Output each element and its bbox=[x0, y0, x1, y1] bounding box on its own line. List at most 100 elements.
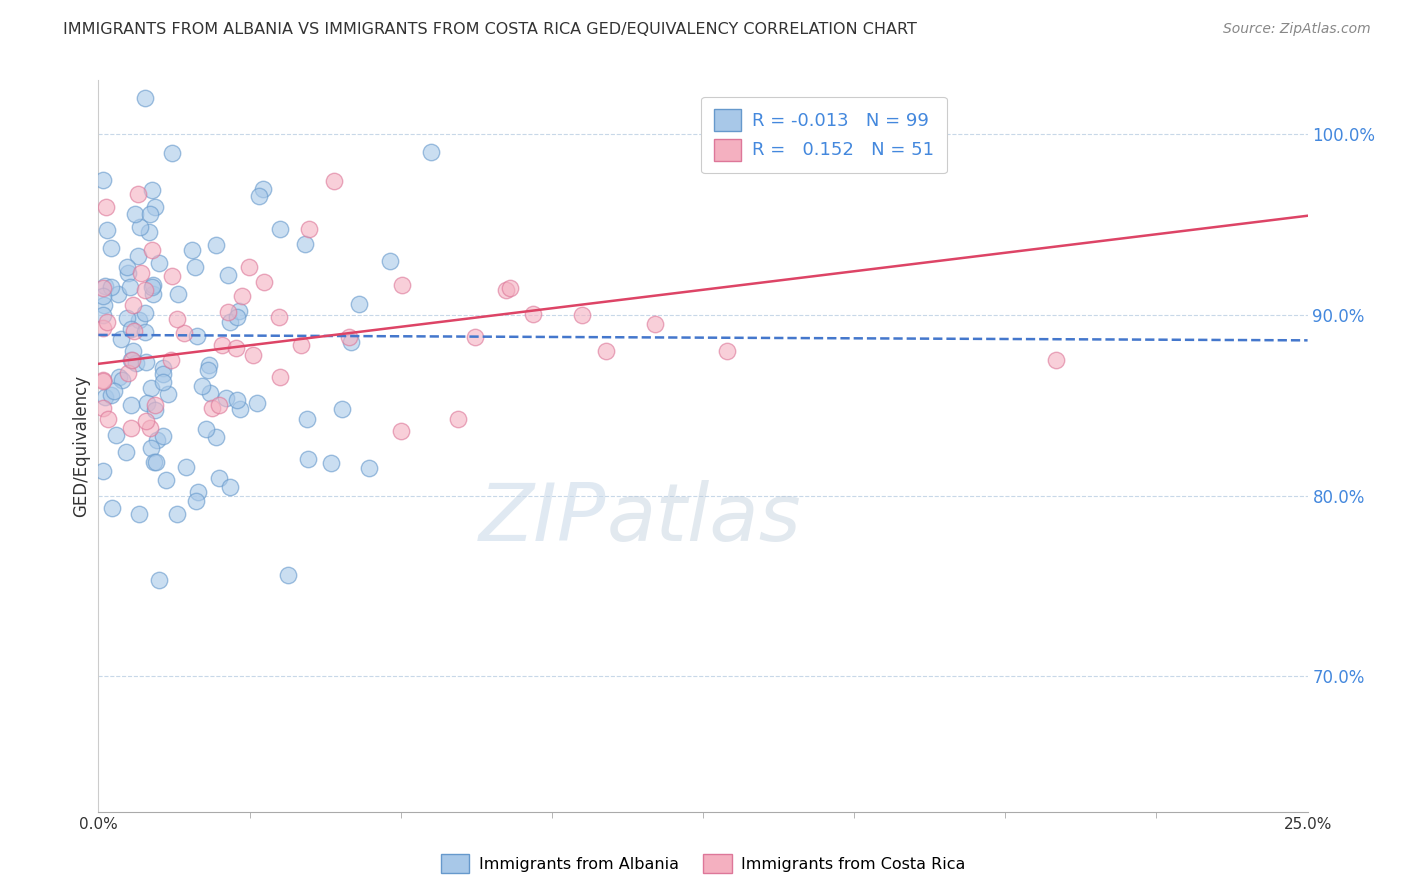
Point bbox=[127, 186, 149, 201]
Point bbox=[91, 308, 114, 322]
Point bbox=[389, 424, 412, 438]
Point bbox=[330, 401, 353, 416]
Point bbox=[100, 241, 122, 255]
Point bbox=[115, 260, 138, 274]
Point bbox=[152, 429, 174, 443]
Point bbox=[142, 287, 165, 301]
Point bbox=[96, 222, 118, 236]
Point bbox=[128, 507, 150, 521]
Point bbox=[155, 473, 177, 487]
Point bbox=[419, 145, 441, 159]
Point bbox=[115, 311, 138, 326]
Point bbox=[96, 315, 118, 329]
Point bbox=[100, 388, 122, 402]
Point bbox=[225, 342, 247, 356]
Point bbox=[166, 311, 188, 326]
Point bbox=[571, 308, 593, 322]
Point bbox=[91, 289, 114, 303]
Point bbox=[166, 507, 188, 521]
Point bbox=[152, 367, 174, 381]
Text: atlas: atlas bbox=[606, 480, 801, 558]
Point bbox=[191, 378, 214, 392]
Point bbox=[247, 189, 270, 203]
Point bbox=[139, 441, 162, 455]
Point bbox=[139, 207, 162, 221]
Point bbox=[94, 279, 117, 293]
Point bbox=[97, 412, 120, 426]
Text: ZIP: ZIP bbox=[479, 480, 606, 558]
Point bbox=[198, 359, 221, 373]
Point bbox=[111, 373, 134, 387]
Point bbox=[205, 430, 228, 444]
Text: Source: ZipAtlas.com: Source: ZipAtlas.com bbox=[1223, 22, 1371, 37]
Point bbox=[205, 238, 228, 252]
Point bbox=[134, 305, 156, 319]
Point bbox=[91, 374, 114, 388]
Point bbox=[495, 283, 517, 297]
Point bbox=[187, 485, 209, 500]
Point bbox=[380, 253, 402, 268]
Point bbox=[226, 393, 249, 408]
Point bbox=[120, 398, 142, 412]
Point bbox=[644, 317, 666, 331]
Point bbox=[716, 344, 738, 359]
Point bbox=[217, 305, 239, 319]
Point bbox=[340, 334, 363, 349]
Point bbox=[183, 260, 205, 274]
Point bbox=[267, 310, 290, 324]
Point bbox=[91, 401, 114, 415]
Point bbox=[297, 452, 319, 467]
Point bbox=[121, 353, 143, 368]
Point bbox=[595, 344, 617, 359]
Point bbox=[186, 329, 208, 343]
Point bbox=[103, 384, 125, 398]
Point bbox=[146, 433, 169, 447]
Point bbox=[108, 369, 131, 384]
Point bbox=[135, 414, 157, 428]
Y-axis label: GED/Equivalency: GED/Equivalency bbox=[72, 375, 90, 517]
Point bbox=[124, 207, 146, 221]
Point bbox=[152, 375, 174, 389]
Point bbox=[139, 421, 162, 435]
Point bbox=[141, 277, 163, 292]
Point bbox=[104, 428, 127, 442]
Point bbox=[143, 200, 166, 214]
Point bbox=[100, 279, 122, 293]
Point bbox=[294, 236, 316, 251]
Point bbox=[120, 421, 142, 435]
Point bbox=[120, 353, 142, 368]
Point bbox=[143, 455, 166, 469]
Point bbox=[93, 297, 115, 311]
Point bbox=[208, 471, 231, 485]
Point bbox=[200, 385, 222, 400]
Point bbox=[122, 324, 145, 338]
Point bbox=[186, 494, 208, 508]
Point bbox=[141, 280, 163, 294]
Point bbox=[242, 348, 264, 362]
Point bbox=[522, 307, 544, 321]
Point bbox=[91, 173, 114, 187]
Point bbox=[141, 183, 163, 197]
Point bbox=[167, 287, 190, 301]
Point bbox=[162, 268, 184, 283]
Point bbox=[145, 455, 167, 469]
Point bbox=[231, 289, 253, 303]
Point bbox=[173, 326, 195, 340]
Point bbox=[226, 310, 249, 324]
Point bbox=[174, 459, 197, 474]
Point bbox=[391, 278, 413, 293]
Point bbox=[134, 283, 156, 297]
Point bbox=[125, 356, 148, 370]
Point bbox=[162, 145, 184, 160]
Point bbox=[215, 392, 238, 406]
Point bbox=[135, 355, 157, 369]
Point bbox=[94, 390, 117, 404]
Point bbox=[101, 500, 124, 515]
Point bbox=[277, 567, 299, 582]
Point bbox=[298, 221, 321, 235]
Point bbox=[218, 480, 240, 494]
Point bbox=[143, 398, 166, 412]
Point bbox=[117, 266, 139, 280]
Point bbox=[207, 398, 229, 412]
Point bbox=[121, 344, 143, 359]
